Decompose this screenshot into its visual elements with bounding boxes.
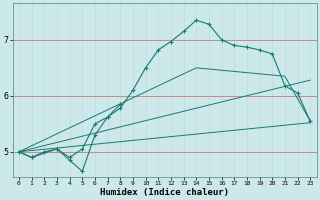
X-axis label: Humidex (Indice chaleur): Humidex (Indice chaleur) xyxy=(100,188,229,197)
